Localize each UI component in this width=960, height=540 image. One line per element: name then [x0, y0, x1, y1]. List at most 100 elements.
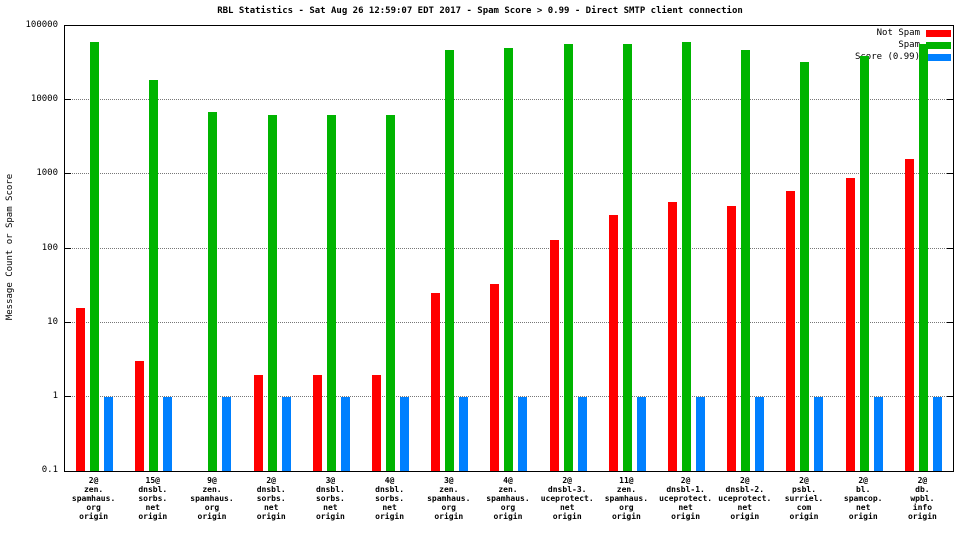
bar-group	[479, 26, 538, 471]
bar-group	[361, 26, 420, 471]
bar-spam	[622, 44, 632, 471]
bar-spam	[267, 115, 277, 471]
bar-score-0-99-	[104, 396, 114, 471]
y-tick-label: 10000	[30, 94, 58, 105]
bar-not-spam	[253, 374, 263, 471]
bar-spam	[741, 49, 751, 471]
x-category-label: 2@ zen. spamhaus. org origin	[71, 476, 116, 521]
y-tick-label: 0.1	[41, 465, 58, 475]
bar-score-0-99-	[163, 396, 173, 471]
bar-spam	[563, 44, 573, 471]
bar-spam	[918, 43, 928, 471]
x-category-label: 4@ zen. spamhaus. org origin	[486, 476, 530, 521]
bar-score-0-99-	[696, 396, 706, 471]
bar-spam	[800, 61, 810, 471]
spam-swatch-icon	[926, 42, 951, 49]
x-category-label: 3@ dnsbl. sorbs. net origin	[315, 476, 345, 521]
bar-score-0-99-	[400, 396, 410, 471]
chart-title: RBL Statistics - Sat Aug 26 12:59:07 EDT…	[217, 6, 743, 16]
bar-not-spam	[549, 240, 559, 471]
bar-group	[539, 26, 598, 471]
y-tick-mark	[947, 173, 953, 175]
bar-group	[65, 26, 124, 471]
bar-group	[716, 26, 775, 471]
legend-label: Score (0.99)	[854, 52, 920, 62]
bar-score-0-99-	[577, 396, 587, 471]
y-tick-mark	[947, 247, 953, 249]
score-swatch-icon	[926, 54, 951, 61]
bar-not-spam	[668, 201, 678, 471]
bar-score-0-99-	[518, 396, 528, 471]
bar-group	[894, 26, 953, 471]
bar-spam	[149, 79, 159, 471]
y-tick-mark	[65, 173, 71, 175]
bar-not-spam	[786, 190, 796, 471]
bar-group	[124, 26, 183, 471]
bar-not-spam	[372, 374, 382, 471]
bar-not-spam	[727, 206, 737, 471]
bar-score-0-99-	[755, 396, 765, 471]
x-category-label: 2@ dnsbl. sorbs. net origin	[256, 476, 286, 521]
bar-not-spam	[608, 215, 618, 471]
bar-spam	[859, 55, 869, 471]
bar-not-spam	[904, 159, 914, 471]
bar-spam	[90, 42, 100, 471]
x-category-label: 2@ dnsbl-1. uceprotect. net origin	[659, 476, 713, 521]
bar-spam	[504, 48, 514, 471]
legend-item-score: Score (0.99)	[855, 52, 951, 63]
bar-not-spam	[312, 374, 322, 471]
legend: Not Spam Spam Score (0.99)	[855, 28, 951, 63]
bar-spam	[326, 115, 336, 471]
bar-score-0-99-	[873, 396, 883, 471]
not-spam-swatch-icon	[926, 30, 951, 37]
legend-label: Spam	[898, 40, 920, 50]
bar-not-spam	[845, 177, 855, 471]
bar-score-0-99-	[340, 396, 350, 471]
plot-area: Not Spam Spam Score (0.99)	[64, 25, 954, 472]
y-tick-label: 100	[41, 242, 58, 253]
bar-group	[775, 26, 834, 471]
bar-group	[302, 26, 361, 471]
x-category-label: 3@ zen. spamhaus. org origin	[427, 476, 471, 521]
x-category-label: 11@ zen. spamhaus. org origin	[604, 476, 649, 521]
y-tick-mark	[947, 395, 953, 397]
y-tick-label: 1	[52, 390, 58, 401]
x-category-label: 2@ bl. spamcop. net origin	[843, 476, 883, 521]
bar-group	[420, 26, 479, 471]
bar-score-0-99-	[814, 396, 824, 471]
y-tick-mark	[65, 321, 71, 323]
x-category-label: 4@ dnsbl. sorbs. net origin	[375, 476, 405, 521]
bar-spam	[445, 50, 455, 471]
bar-score-0-99-	[222, 396, 232, 471]
bar-score-0-99-	[636, 396, 646, 471]
bar-not-spam	[490, 284, 500, 471]
x-category-label: 9@ zen. spamhaus. org origin	[190, 476, 234, 521]
y-tick-label: 10	[47, 316, 58, 327]
x-category-label: 2@ dnsbl-3. uceprotect. net origin	[540, 476, 594, 521]
legend-item-spam: Spam	[855, 40, 951, 51]
bar-group	[598, 26, 657, 471]
bar-not-spam	[135, 361, 145, 471]
bar-group	[243, 26, 302, 471]
bar-score-0-99-	[459, 396, 469, 471]
y-tick-mark	[65, 247, 71, 249]
x-category-label: 15@ dnsbl. sorbs. net origin	[138, 476, 168, 521]
y-tick-mark	[65, 395, 71, 397]
x-category-label: 2@ psbl. surriel. com origin	[784, 476, 824, 521]
bar-group	[835, 26, 894, 471]
y-tick-label: 1000	[36, 168, 58, 179]
bar-not-spam	[76, 307, 86, 471]
bar-spam	[682, 42, 692, 471]
x-category-label: 2@ db. wpbl. info origin	[907, 476, 937, 521]
bar-score-0-99-	[281, 396, 291, 471]
bar-not-spam	[431, 293, 441, 471]
y-tick-mark	[947, 99, 953, 101]
legend-item-not-spam: Not Spam	[855, 28, 951, 39]
y-tick-label: 100000	[25, 20, 58, 30]
legend-label: Not Spam	[876, 28, 920, 38]
bar-spam	[386, 115, 396, 471]
bar-group	[657, 26, 716, 471]
x-category-label: 2@ dnsbl-2. uceprotect. net origin	[718, 476, 772, 521]
y-tick-mark	[947, 321, 953, 323]
